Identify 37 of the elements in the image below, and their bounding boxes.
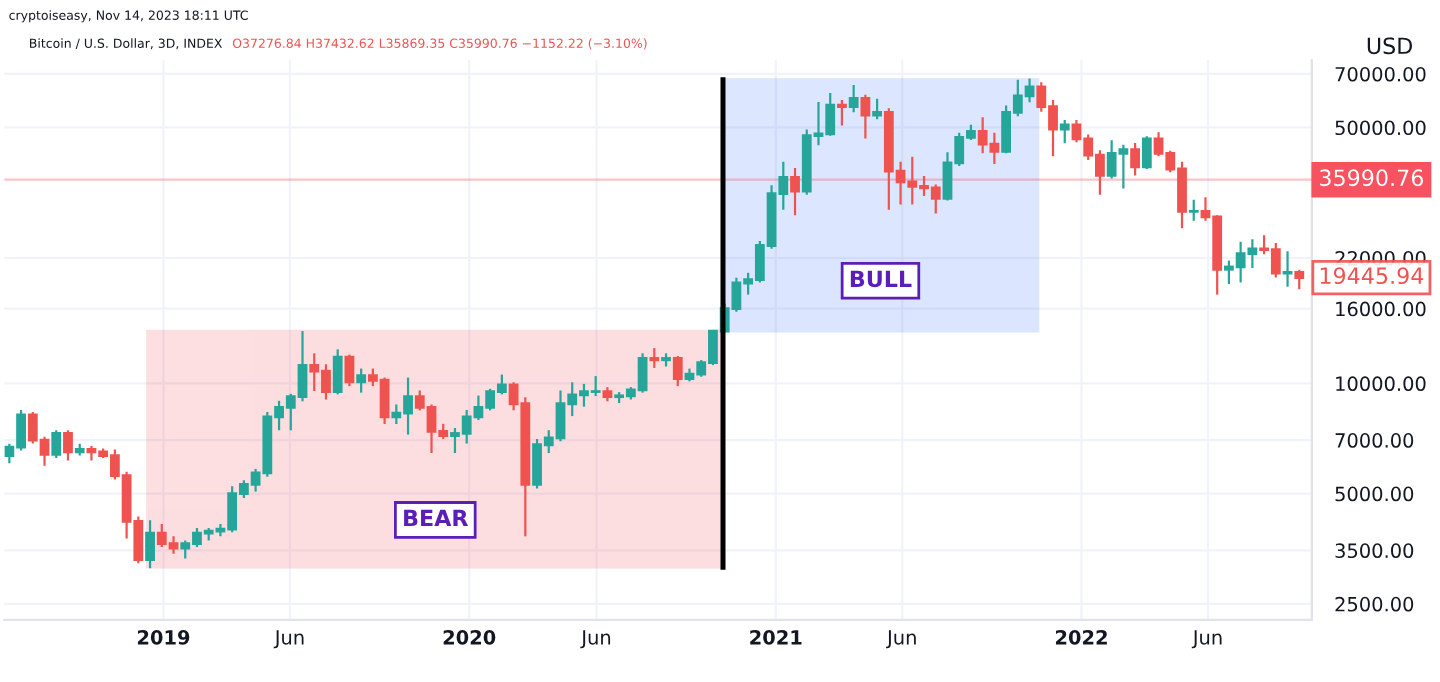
candlestick	[63, 430, 73, 461]
y-axis-title: USD	[1367, 37, 1413, 55]
x-tick-label: Jun	[580, 630, 611, 649]
x-tick-label: 2022	[1055, 630, 1107, 645]
candlestick	[790, 167, 800, 216]
x-tick-label: 2020	[443, 630, 496, 645]
candlestick	[1282, 251, 1293, 287]
candlestick	[356, 368, 367, 393]
y-tick-label: 3500.00	[1335, 543, 1414, 559]
band-label: BULL	[850, 270, 912, 288]
x-tick-label: 2019	[137, 630, 190, 645]
x-tick-label: 2021	[750, 630, 802, 645]
text: 19445.94	[1320, 267, 1424, 285]
y-tick-label: 50000.00	[1335, 120, 1426, 136]
y-tick-label: 10000.00	[1336, 376, 1426, 392]
candlestick	[344, 354, 355, 387]
candlestick	[145, 520, 155, 569]
candlestick	[332, 349, 343, 395]
candlestick	[1130, 143, 1141, 176]
candlestick	[1141, 136, 1152, 169]
x-tick-label: Jun	[886, 630, 916, 649]
ref-line-label: 35990.76	[1320, 169, 1424, 187]
candlestick	[872, 98, 883, 120]
x-tick-label: Jun	[273, 630, 304, 649]
candlestick	[837, 100, 847, 126]
candlestick	[860, 94, 871, 139]
candlestick	[51, 430, 62, 458]
candlestick	[672, 355, 683, 387]
band-label: BEAR	[404, 509, 469, 527]
y-tick-label: 5000.00	[1335, 486, 1414, 502]
y-tick-label: 16000.00	[1336, 301, 1426, 317]
candlestick	[848, 85, 859, 113]
candlestick	[1059, 120, 1070, 144]
y-tick-label: 70000.00	[1335, 66, 1426, 82]
x-tick-label: Jun	[1191, 630, 1222, 649]
y-tick-label: 7000.00	[1335, 433, 1414, 448]
y-tick-label: 2500.00	[1335, 596, 1414, 612]
